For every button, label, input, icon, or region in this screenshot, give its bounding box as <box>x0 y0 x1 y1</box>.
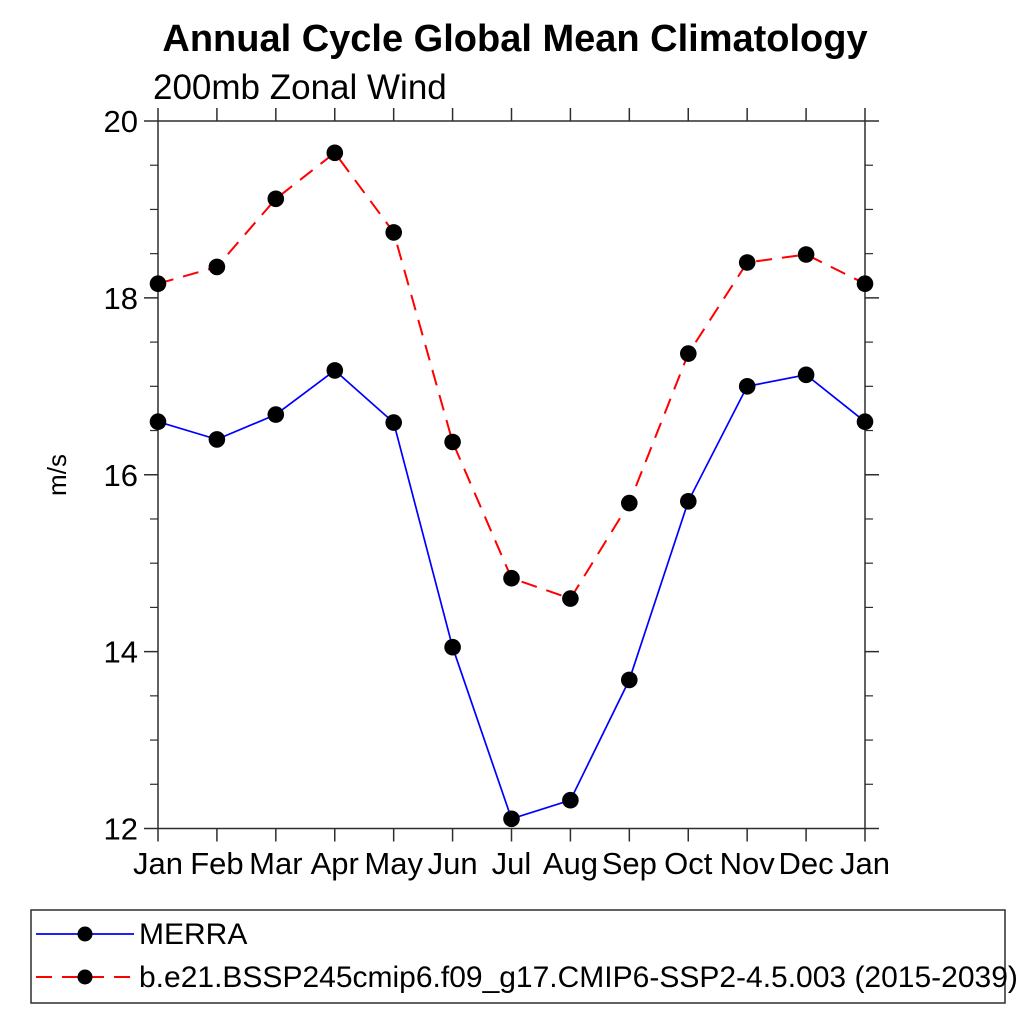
data-point-marker <box>562 590 579 607</box>
y-tick-label: 14 <box>104 635 138 670</box>
data-point-marker <box>738 378 756 395</box>
data-point-marker <box>149 275 167 293</box>
y-tick-label: 18 <box>104 281 138 316</box>
data-point-marker <box>856 413 874 431</box>
data-point-marker <box>326 362 344 379</box>
y-axis-unit-label: m/s <box>42 454 72 496</box>
series-line-model <box>157 151 866 600</box>
data-point-marker <box>385 224 403 241</box>
x-tick-label: Mar <box>249 846 302 881</box>
data-point-marker <box>149 413 167 431</box>
chart-title: Annual Cycle Global Mean Climatology <box>162 18 867 60</box>
legend-entry-label: b.e21.BSSP245cmip6.f09_g17.CMIP6-SSP2-4.… <box>139 961 1018 994</box>
series-line-merra <box>157 369 866 820</box>
data-point-marker <box>208 431 226 448</box>
chart-plot-area: Jan Feb Mar Apr May Jun Jul Aug Sep Oct Nov Dec Jan1… <box>30 104 1018 1004</box>
x-tick-label: Sep <box>602 846 657 881</box>
plot-frame <box>157 120 866 830</box>
data-point-marker <box>797 246 815 263</box>
data-point-marker <box>385 414 403 431</box>
data-point-marker <box>562 791 579 809</box>
data-point-marker <box>444 638 461 656</box>
data-point-marker <box>621 671 638 689</box>
legend-box <box>30 909 1006 1004</box>
x-tick-label: Jun <box>428 846 478 881</box>
y-tick-label: 12 <box>104 812 138 847</box>
x-tick-label: Feb <box>190 846 243 881</box>
data-point-marker <box>856 275 874 293</box>
x-tick-label: Oct <box>664 846 713 881</box>
legend-entry-label: MERRA <box>139 918 247 951</box>
data-point-marker <box>621 494 638 512</box>
data-point-marker <box>738 254 756 271</box>
legend-marker <box>77 926 93 942</box>
x-tick-label: Apr <box>311 846 359 881</box>
chart-subtitle: 200mb Zonal Wind <box>153 68 447 107</box>
data-point-marker <box>208 258 226 276</box>
x-tick-label: Aug <box>543 846 598 881</box>
data-point-marker <box>326 144 344 162</box>
data-point-marker <box>797 366 815 384</box>
x-tick-label: Jan <box>840 846 890 881</box>
data-point-marker <box>680 493 697 510</box>
data-point-marker <box>503 569 520 587</box>
x-tick-label: Jul <box>492 846 532 881</box>
x-tick-label: Nov <box>720 846 776 881</box>
x-tick-label: Dec <box>779 846 834 881</box>
data-point-marker <box>444 433 461 451</box>
x-tick-label: Jan <box>133 846 183 881</box>
y-tick-label: 16 <box>104 458 138 493</box>
x-tick-label: May <box>364 846 423 881</box>
data-point-marker <box>267 406 285 423</box>
data-point-marker <box>680 345 697 362</box>
legend-marker <box>77 969 93 985</box>
data-point-marker <box>503 810 520 828</box>
y-tick-label: 20 <box>104 104 138 139</box>
data-point-marker <box>267 190 285 208</box>
